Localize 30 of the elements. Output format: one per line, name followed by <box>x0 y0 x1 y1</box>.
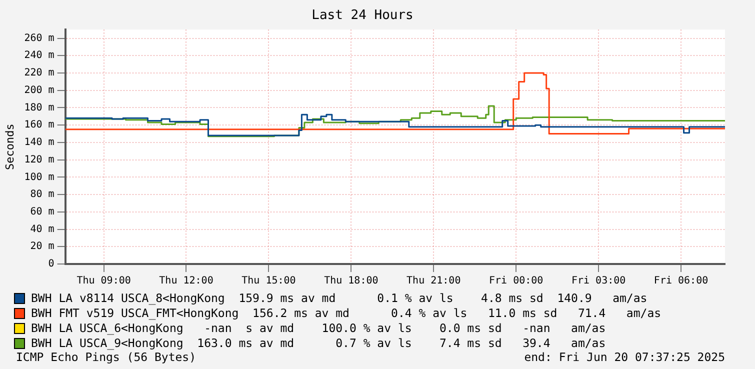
x-tick-label: Fri 06:00 <box>654 276 708 287</box>
legend-label: BWH LA USCA_6<HongKong -nan s av md 100.0 % av ls 0.0 ms sd -nan am/as <box>31 321 606 336</box>
legend-label: BWH LA USCA_9<HongKong 163.0 ms av md 0.7 % av ls 7.4 ms sd 39.4 am/as <box>31 336 606 351</box>
x-tick-label: Thu 21:00 <box>406 276 461 287</box>
x-tick-label: Thu 09:00 <box>76 276 131 287</box>
y-tick-label: 40 m <box>30 224 54 235</box>
y-tick-label: 180 m <box>24 102 54 114</box>
x-tick-label: Thu 12:00 <box>159 276 214 287</box>
y-tick-label: 220 m <box>24 68 54 79</box>
text: ICMP Echo Pings (56 Bytes) <box>16 350 196 364</box>
chart-title: Last 24 Hours <box>312 8 414 24</box>
y-tick-label: 100 m <box>24 172 54 183</box>
legend-label: BWH FMT v519 USCA_FMT<HongKong 156.2 ms av md 0.4 % av ls 11.0 ms sd 71.4 am/as <box>31 306 662 321</box>
y-tick-label: 200 m <box>24 84 54 96</box>
legend-label: BWH LA v8114 USCA_8<HongKong 159.9 ms av md 0.1 % av ls 4.8 ms sd 140.9 am/as <box>31 291 648 306</box>
y-tick-label: 0 <box>48 258 54 270</box>
x-tick-label: Fri 03:00 <box>571 276 626 287</box>
y-axis-title: Seconds <box>3 124 16 170</box>
y-tick-label: 60 m <box>30 206 54 218</box>
x-tick-label: Fri 00:00 <box>489 276 544 287</box>
y-tick-label: 160 m <box>24 120 54 131</box>
y-tick-label: 260 m <box>24 32 54 44</box>
x-tick-label: Thu 15:00 <box>242 276 296 287</box>
y-tick-label: 20 m <box>30 241 54 252</box>
text: end: Fri Jun 20 07:37:25 2025 <box>524 350 725 364</box>
y-tick-label: 140 m <box>24 137 54 148</box>
y-tick-label: 120 m <box>24 154 54 166</box>
x-tick-label: Thu 18:00 <box>324 276 378 287</box>
y-tick-label: 80 m <box>30 189 54 200</box>
y-tick-label: 240 m <box>24 50 54 62</box>
